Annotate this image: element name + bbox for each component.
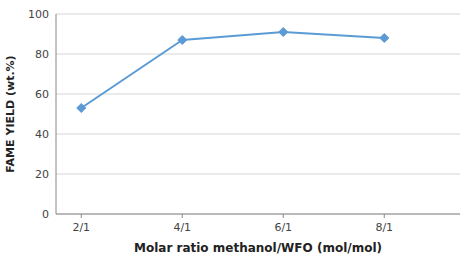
y-axis-label: FAME YIELD (wt.%) (4, 55, 17, 172)
x-tick (384, 214, 385, 218)
grid-line (56, 94, 460, 95)
y-tick-label: 60 (35, 88, 49, 101)
x-tick-label: 8/1 (375, 221, 393, 234)
y-tick-label: 80 (35, 48, 49, 61)
x-tick (81, 214, 82, 218)
x-tick (283, 214, 284, 218)
x-axis-label: Molar ratio methanol/WFO (mol/mol) (134, 241, 382, 255)
y-axis-line (56, 14, 57, 214)
line (81, 32, 384, 108)
x-axis-line (56, 214, 460, 215)
y-tick-label: 20 (35, 168, 49, 181)
point (380, 34, 389, 43)
grid-line (56, 134, 460, 135)
grid-line (56, 14, 460, 15)
series (77, 28, 389, 113)
axes: 0 20 40 60 80 100 2/1 4/1 6/1 8/1 (28, 8, 460, 234)
grid-line (56, 174, 460, 175)
y-tick-label: 100 (28, 8, 49, 21)
y-tick-label: 40 (35, 128, 49, 141)
grid-line (56, 54, 460, 55)
x-tick (182, 214, 183, 218)
x-tick-label: 2/1 (72, 221, 90, 234)
y-tick-label: 0 (42, 208, 49, 221)
grid-line (56, 214, 460, 215)
x-tick-label: 6/1 (274, 221, 292, 234)
chart-container: 0 20 40 60 80 100 2/1 4/1 6/1 8/1 Molar ratio meth… (0, 0, 474, 260)
point (178, 36, 187, 45)
chart: 0 20 40 60 80 100 2/1 4/1 6/1 8/1 Molar ratio meth… (0, 0, 474, 260)
x-tick-label: 4/1 (173, 221, 191, 234)
point (279, 28, 288, 37)
point (77, 104, 86, 113)
